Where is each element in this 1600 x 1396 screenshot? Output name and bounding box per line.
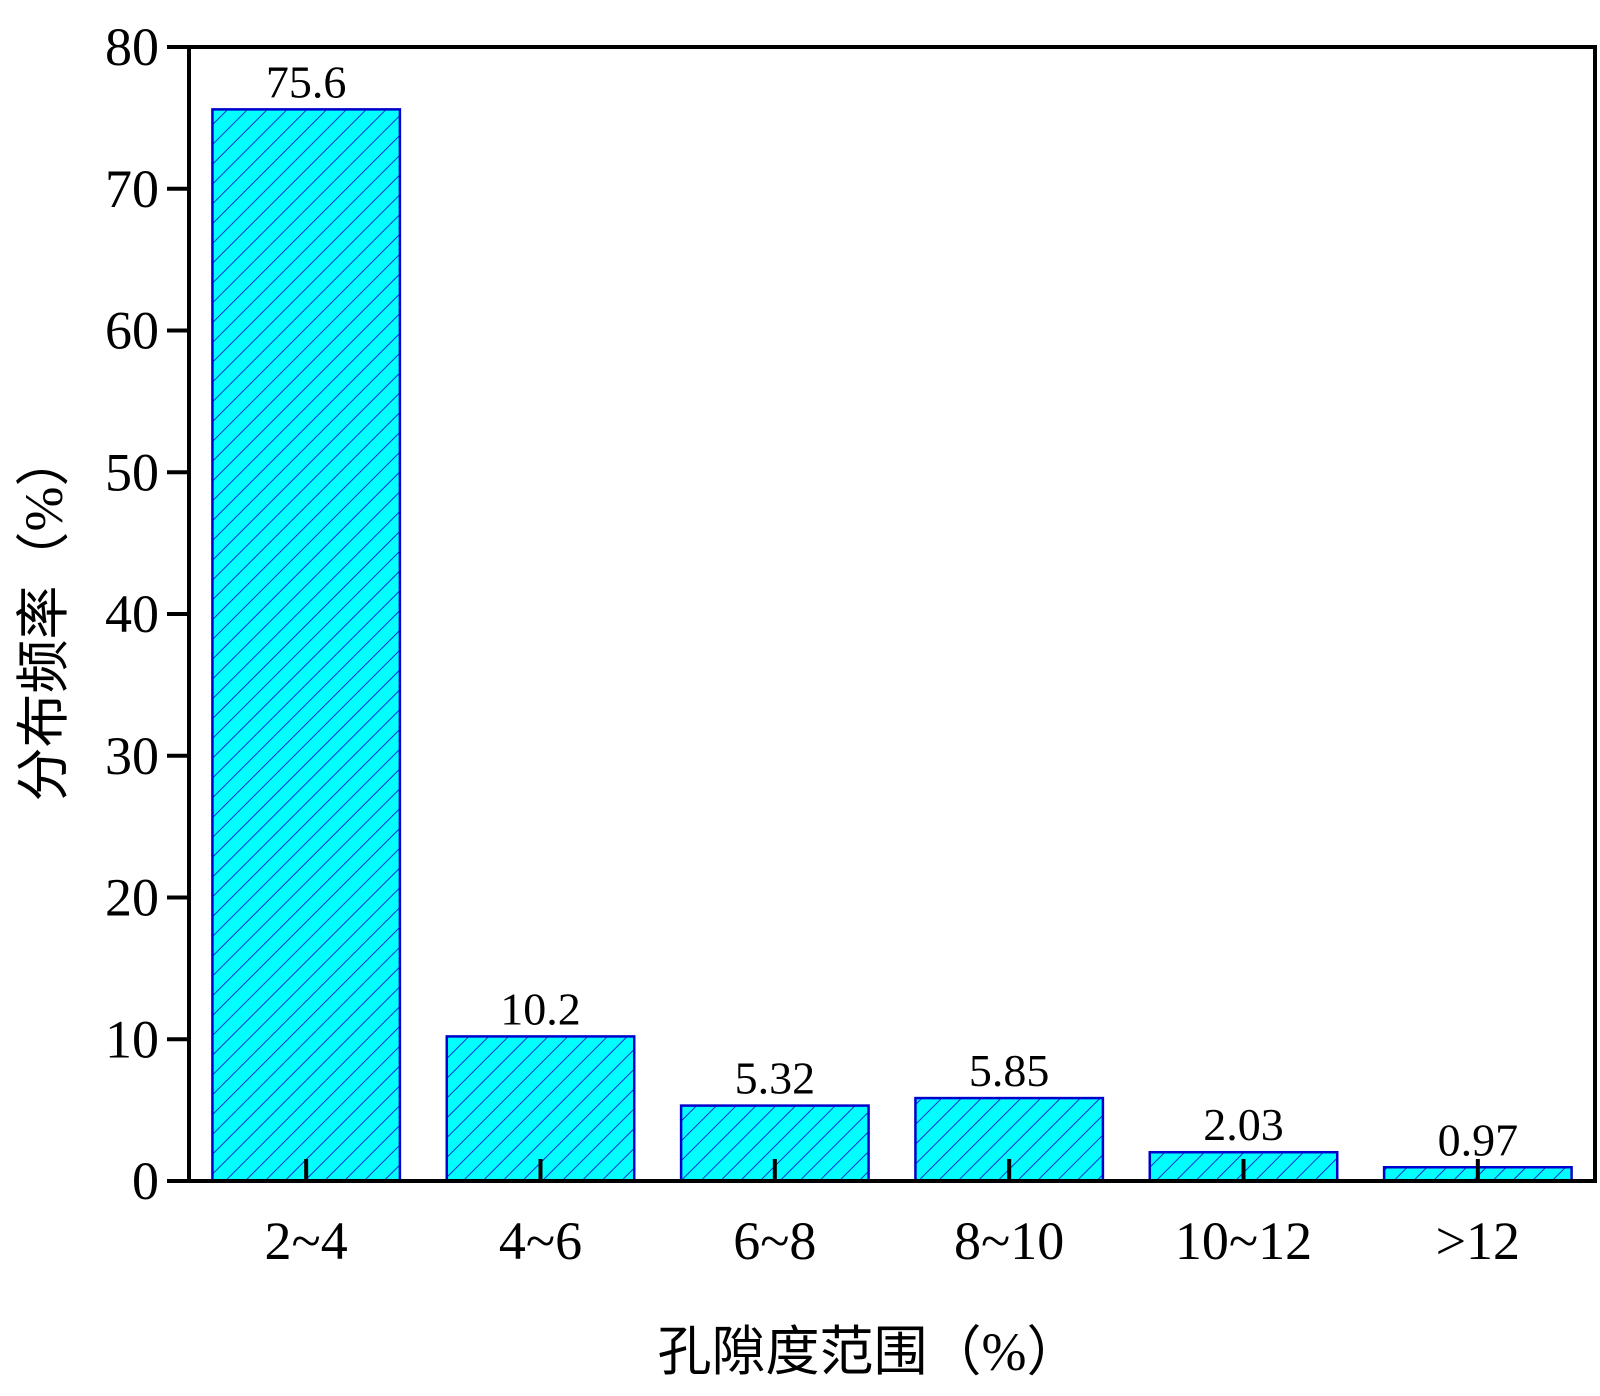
bar-value-label: 2.03 xyxy=(1203,1099,1284,1150)
y-tick-label: 60 xyxy=(105,301,159,361)
y-tick-label: 20 xyxy=(105,868,159,928)
y-axis-title: 分布频率（%） xyxy=(14,433,74,802)
bar-value-label: 5.85 xyxy=(969,1045,1050,1096)
bars-layer xyxy=(211,108,1573,1183)
x-tick-label: >12 xyxy=(1436,1211,1520,1271)
y-tick-label: 80 xyxy=(105,17,159,77)
y-axis: 0 10 20 30 40 50 60 70 80 xyxy=(105,17,189,1211)
bar-value-label: 10.2 xyxy=(500,983,581,1034)
bar xyxy=(211,108,402,1183)
bar xyxy=(914,1096,1105,1183)
x-axis: 2~4 4~6 6~8 8~10 10~12 >12 xyxy=(265,1159,1520,1271)
bar-value-label: 5.32 xyxy=(735,1053,816,1104)
bar-value-label: 75.6 xyxy=(266,56,347,107)
y-tick-label: 70 xyxy=(105,159,159,219)
y-tick-label: 30 xyxy=(105,726,159,786)
x-tick-label: 4~6 xyxy=(499,1211,582,1271)
x-axis-title: 孔隙度范围（%） xyxy=(658,1322,1081,1382)
y-tick-label: 40 xyxy=(105,584,159,644)
x-tick-label: 2~4 xyxy=(265,1211,348,1271)
data-labels-layer: 75.6 10.2 5.32 5.85 2.03 0.97 xyxy=(266,56,1518,1165)
bar xyxy=(445,1035,636,1183)
x-tick-label: 8~10 xyxy=(954,1211,1064,1271)
y-tick-label: 50 xyxy=(105,442,159,502)
y-tick-label: 0 xyxy=(132,1151,159,1211)
y-tick-label: 10 xyxy=(105,1009,159,1069)
bar-value-label: 0.97 xyxy=(1438,1114,1519,1165)
x-tick-label: 6~8 xyxy=(733,1211,816,1271)
x-tick-label: 10~12 xyxy=(1175,1211,1312,1271)
